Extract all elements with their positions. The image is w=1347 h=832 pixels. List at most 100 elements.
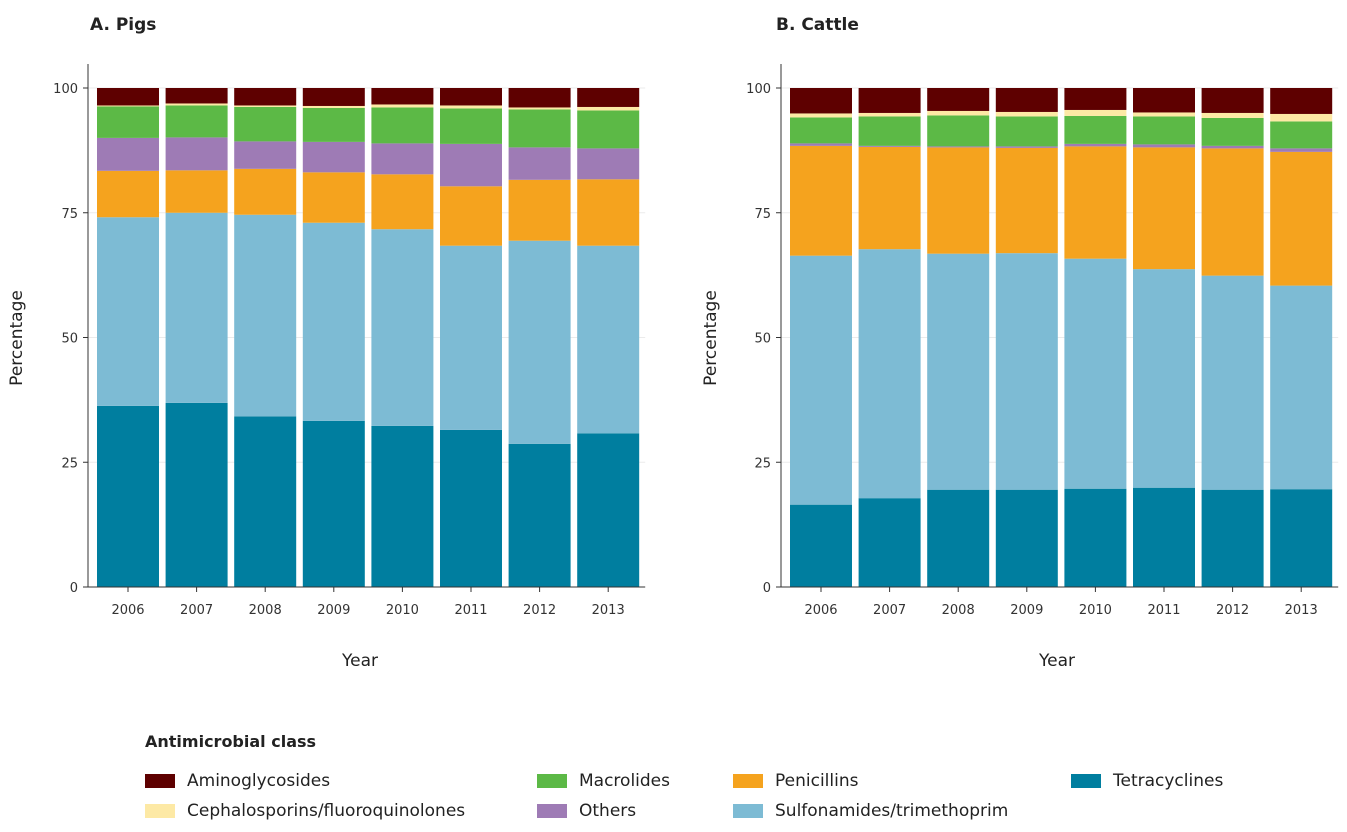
y-tick-label: 0 — [763, 581, 771, 596]
y-tick-label: 0 — [70, 581, 78, 596]
bar-segment — [371, 88, 434, 105]
bar-segment — [790, 113, 852, 118]
bar-segment — [508, 179, 571, 241]
bar-segment — [577, 433, 640, 587]
bar-segment — [790, 145, 852, 256]
legend-label: Tetracyclines — [1113, 771, 1224, 791]
bar-segment — [302, 141, 365, 173]
bar-segment — [508, 240, 571, 444]
bar-segment — [1064, 143, 1127, 147]
x-tick-label: 2008 — [942, 603, 975, 618]
bar-segment — [371, 229, 434, 426]
bar-segment — [302, 222, 365, 421]
bar-segment — [1201, 112, 1264, 118]
bar-segment — [165, 105, 228, 138]
bar-segment — [577, 148, 640, 180]
bar-segment — [995, 111, 1058, 117]
bar-segment — [1201, 148, 1264, 276]
y-tick-label: 75 — [61, 207, 78, 222]
bar-segment — [1201, 489, 1264, 587]
bar-segment — [440, 245, 502, 430]
bar-segment — [371, 104, 434, 108]
bar-segment — [508, 443, 571, 587]
bar-segment — [790, 143, 852, 146]
bar-segment — [995, 147, 1058, 254]
x-tick-label: 2012 — [1216, 603, 1249, 618]
bar-segment — [165, 88, 228, 104]
bar-segment — [234, 106, 297, 142]
x-axis-title: Year — [341, 651, 378, 671]
bar-segment — [1064, 488, 1127, 587]
bar-segment — [1064, 109, 1127, 116]
x-tick-label: 2009 — [317, 603, 350, 618]
bar-segment — [371, 425, 434, 587]
bar-segment — [858, 116, 921, 146]
x-tick-label: 2011 — [1147, 603, 1180, 618]
bar-segment — [790, 117, 852, 144]
bar-segment — [371, 107, 434, 144]
bar-segment — [165, 137, 228, 171]
bar-segment — [995, 88, 1058, 112]
bar-segment — [790, 255, 852, 505]
legend-swatch — [733, 774, 763, 788]
legend-item: Tetracyclines — [1071, 769, 1291, 793]
bar-segment — [371, 143, 434, 175]
legend-swatch — [733, 804, 763, 818]
bar-segment — [1270, 88, 1333, 114]
bar-segment — [1270, 113, 1333, 122]
legend-item: Cephalosporins/fluoroquinolones — [145, 799, 537, 823]
y-tick-label: 100 — [53, 82, 78, 97]
bar-segment — [508, 107, 571, 110]
bar-segment — [1201, 117, 1264, 146]
bar-segment — [234, 168, 297, 215]
x-tick-label: 2009 — [1010, 603, 1043, 618]
legend-label: Penicillins — [775, 771, 859, 791]
bar-segment — [97, 137, 159, 171]
x-tick-label: 2006 — [111, 603, 144, 618]
bar-segment — [927, 88, 990, 111]
legend-title: Antimicrobial class — [145, 732, 317, 751]
bar-segment — [508, 147, 571, 180]
x-tick-label: 2011 — [454, 603, 487, 618]
bar-segment — [234, 416, 297, 587]
y-tick-label: 75 — [754, 207, 771, 222]
legend-item: Aminoglycosides — [145, 769, 537, 793]
legend-label: Cephalosporins/fluoroquinolones — [187, 801, 466, 821]
y-tick-label: 50 — [754, 332, 771, 347]
x-tick-label: 2013 — [592, 603, 625, 618]
bar-segment — [440, 105, 502, 109]
y-tick-label: 25 — [754, 456, 771, 471]
bar-segment — [858, 146, 921, 250]
bar-segment — [927, 253, 990, 490]
bar-segment — [577, 245, 640, 434]
bar-segment — [97, 170, 159, 218]
bar-segment — [440, 143, 502, 187]
bar-segment — [858, 498, 921, 587]
x-tick-label: 2013 — [1285, 603, 1318, 618]
bar-segment — [508, 88, 571, 108]
legend-swatch — [1071, 774, 1101, 788]
bar-segment — [790, 88, 852, 114]
bar-segment — [1133, 116, 1195, 145]
bar-segment — [302, 420, 365, 587]
bar-segment — [577, 179, 640, 246]
bar-segment — [1270, 489, 1333, 587]
bar-segment — [440, 88, 502, 106]
bar-segment — [858, 145, 921, 147]
x-tick-label: 2006 — [804, 603, 837, 618]
legend-swatch — [145, 804, 175, 818]
bar-segment — [1064, 258, 1127, 489]
bar-segment — [234, 141, 297, 169]
bar-segment — [440, 108, 502, 144]
bar-segment — [1201, 275, 1264, 490]
bar-segment — [97, 105, 159, 107]
bar-segment — [97, 217, 159, 406]
bar-segment — [165, 103, 228, 106]
chart-title: A. Pigs — [90, 15, 156, 35]
bar-segment — [858, 88, 921, 113]
x-tick-label: 2012 — [523, 603, 556, 618]
x-tick-label: 2007 — [180, 603, 213, 618]
bar-segment — [1064, 115, 1127, 144]
bar-segment — [440, 429, 502, 587]
